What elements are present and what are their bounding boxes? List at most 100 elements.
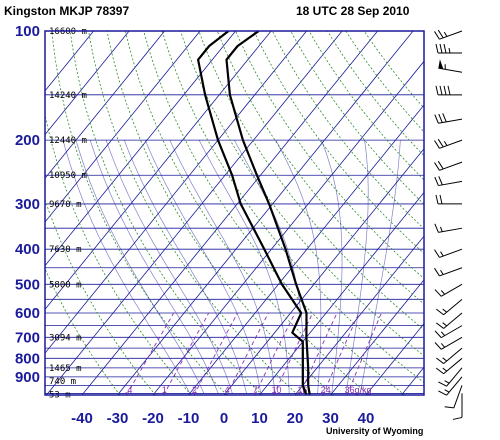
moist-adiabat bbox=[198, 139, 290, 394]
temperature-tick-label: -40 bbox=[71, 410, 93, 427]
wind-barb-half-flag bbox=[444, 380, 450, 384]
mixing-ratio-label: 2 bbox=[192, 385, 197, 395]
wind-barb-flag bbox=[452, 416, 463, 420]
wind-barb bbox=[438, 367, 463, 387]
wind-barb-flag bbox=[437, 160, 444, 170]
moist-adiabat bbox=[144, 139, 262, 394]
wind-barb-flag bbox=[437, 138, 444, 148]
wind-barb bbox=[435, 298, 463, 316]
isotherm-line bbox=[45, 31, 272, 311]
isotherm-line bbox=[223, 148, 424, 395]
temperature-tick-label: -20 bbox=[142, 410, 164, 427]
wind-barb-flag bbox=[439, 194, 443, 205]
isotherm-line bbox=[330, 279, 424, 395]
isotherm-line bbox=[45, 31, 236, 267]
wind-barb-staff bbox=[439, 248, 463, 258]
dry-adiabat bbox=[198, 31, 424, 331]
wind-barb-staff bbox=[438, 227, 463, 233]
mixing-ratio-label: 4 bbox=[225, 385, 230, 395]
wind-barb-staff bbox=[453, 385, 463, 409]
dry-adiabat bbox=[88, 31, 299, 395]
wind-barb-flag bbox=[438, 176, 443, 186]
wind-barb-half-flag bbox=[440, 269, 444, 275]
temperature-tick-label: -10 bbox=[178, 410, 200, 427]
wind-barb-flag bbox=[438, 381, 447, 387]
wind-barb-flag bbox=[438, 113, 443, 123]
mixing-ratio-label: 36g/kg bbox=[345, 385, 372, 395]
datetime-title: 18 UTC 28 Sep 2010 bbox=[296, 4, 410, 18]
wind-barb-flag bbox=[434, 114, 439, 124]
wind-barb-flag bbox=[435, 194, 439, 205]
moist-adiabat bbox=[275, 139, 322, 394]
plot-frame bbox=[44, 30, 425, 396]
wind-barb-half-flag bbox=[442, 322, 447, 327]
mixing-ratio-label: 24 bbox=[321, 385, 331, 395]
wind-barb bbox=[434, 29, 463, 40]
wind-barb-flag bbox=[434, 140, 440, 149]
wind-barb bbox=[435, 85, 462, 96]
wind-barb-half-flag bbox=[439, 226, 443, 232]
wind-barb-staff bbox=[438, 118, 463, 124]
mixing-ratio-line bbox=[226, 312, 269, 395]
wind-barb bbox=[435, 43, 462, 54]
moist-adiabat bbox=[345, 140, 369, 394]
height-label: 9670 m bbox=[49, 200, 82, 210]
wind-barb bbox=[438, 59, 463, 73]
wind-barb-flag bbox=[443, 43, 447, 54]
wind-barb bbox=[434, 248, 463, 258]
isotherm-line bbox=[45, 31, 165, 179]
temperature-tick-label: -30 bbox=[107, 410, 129, 427]
wind-barb bbox=[438, 376, 463, 396]
pressure-tick-label: 500 bbox=[15, 276, 40, 293]
isotherm-line bbox=[45, 31, 130, 136]
wind-barb-half-flag bbox=[443, 140, 448, 146]
temperature-tick-label: 10 bbox=[251, 410, 268, 427]
dry-adiabat bbox=[143, 31, 406, 395]
wind-barb-staff bbox=[438, 180, 463, 187]
pressure-tick-label: 600 bbox=[15, 305, 40, 322]
wind-barb-half-flag bbox=[443, 31, 448, 37]
temperature-tick-label: 0 bbox=[220, 410, 228, 427]
isotherm-line bbox=[259, 191, 424, 395]
wind-barb-flag bbox=[434, 330, 442, 338]
wind-barb-flag bbox=[437, 29, 444, 39]
pressure-tick-label: 100 bbox=[15, 23, 40, 40]
mixing-ratio-label: 1 bbox=[162, 385, 167, 395]
wind-barb-flag bbox=[434, 162, 440, 171]
wind-barb-half-flag bbox=[448, 47, 451, 54]
mixing-ratio-line bbox=[322, 312, 360, 395]
mixing-ratio-label: 10 bbox=[272, 385, 282, 395]
dry-adiabat bbox=[45, 198, 156, 395]
temperature-tick-label: 40 bbox=[358, 410, 375, 427]
dewpoint-profile bbox=[197, 31, 308, 395]
isotherm-line bbox=[46, 31, 343, 395]
pressure-tick-label: 700 bbox=[15, 329, 40, 346]
wind-barb-half-flag bbox=[440, 251, 444, 257]
isotherm-line bbox=[365, 322, 424, 395]
dry-adiabat bbox=[308, 31, 424, 181]
moist-adiabat bbox=[105, 139, 233, 394]
pressure-tick-label: 800 bbox=[15, 350, 40, 367]
temperature-axis: -40 -30 -20 -10 0 10 20 30 40 bbox=[71, 410, 374, 427]
wind-barb-flag bbox=[435, 308, 444, 316]
wind-barb bbox=[435, 347, 463, 364]
mixing-ratio-label: 16 bbox=[297, 385, 307, 395]
dry-adiabat bbox=[253, 31, 424, 255]
dry-adiabat bbox=[69, 31, 263, 395]
mixing-ratio-label: .4 bbox=[125, 385, 133, 395]
dry-adiabat bbox=[124, 31, 370, 395]
temperature-profile bbox=[225, 31, 311, 395]
wind-barb-flag bbox=[434, 249, 440, 258]
wind-barb-flag bbox=[435, 367, 444, 375]
pressure-tick-label: 200 bbox=[15, 132, 40, 149]
mixing-ratio-line bbox=[193, 312, 238, 395]
moist-adiabat bbox=[123, 139, 247, 394]
dry-adiabat bbox=[363, 31, 424, 109]
wind-barb-flag bbox=[435, 85, 439, 95]
isotherm-line bbox=[294, 235, 424, 395]
moist-adiabat bbox=[75, 139, 205, 394]
temperature-tick-label: 20 bbox=[287, 410, 304, 427]
wind-barb-flag bbox=[434, 31, 440, 40]
pressure-tick-label: 400 bbox=[15, 241, 40, 258]
